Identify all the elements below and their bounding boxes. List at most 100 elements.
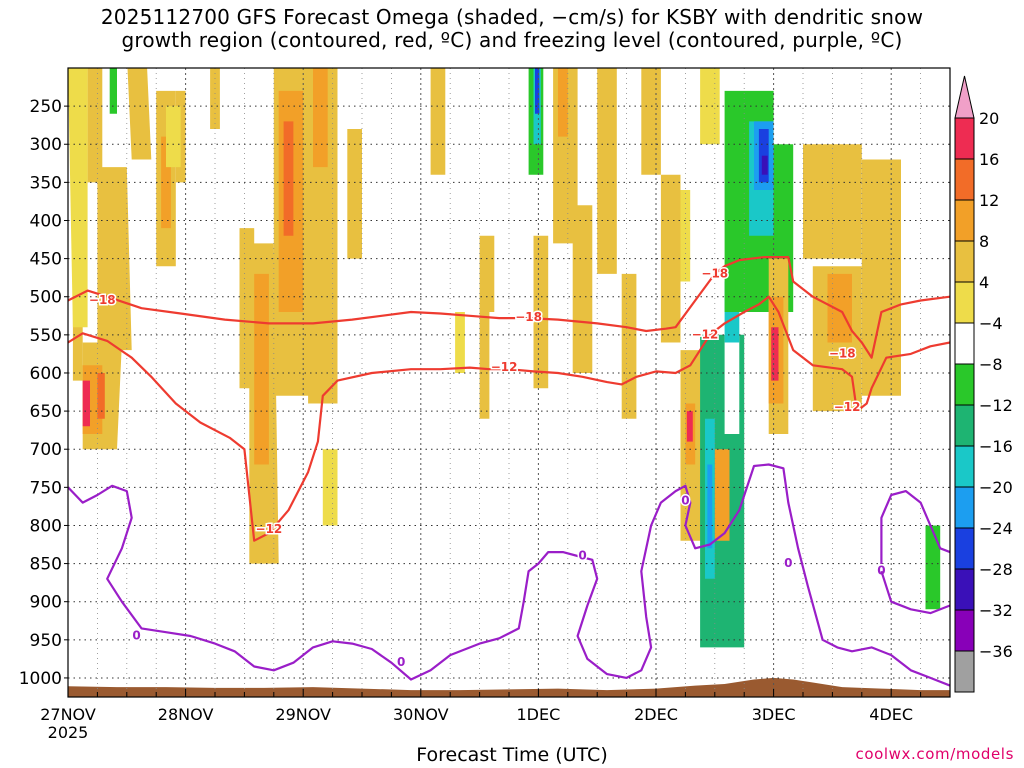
contour-lines: −18 −18 −18 −18 −12 −12 −12 −12 0 0 0 0 0 0 xyxy=(68,256,950,687)
colorbar-label-9: −20 xyxy=(979,478,1013,497)
x-tick-label-4: 1DEC xyxy=(517,705,561,724)
y-tick-label-900: 900 xyxy=(30,593,62,613)
colorbar-box-1 xyxy=(954,158,975,201)
omega-region-66 xyxy=(803,144,862,259)
colorbar-label-0: 20 xyxy=(979,109,999,128)
y-tick-label-800: 800 xyxy=(30,516,62,536)
omega-region-39 xyxy=(572,205,593,373)
y-tick-label-350: 350 xyxy=(30,173,62,193)
colorbar-label-11: −28 xyxy=(979,560,1013,579)
colorbar-label-6: −8 xyxy=(979,355,1003,374)
y-tick-label-650: 650 xyxy=(30,402,62,422)
omega-region-6 xyxy=(97,373,105,419)
x-tick-label-0: 27NOV xyxy=(40,705,96,724)
colorbar-box-12 xyxy=(954,609,975,652)
omega-region-47 xyxy=(686,411,693,442)
colorbar-label-13: −36 xyxy=(979,642,1013,661)
contour-label-2-4: 0 xyxy=(784,556,792,570)
omega-region-48 xyxy=(690,144,710,335)
omega-region-30 xyxy=(455,312,465,373)
y-tick-label-300: 300 xyxy=(30,135,62,155)
x-tick-label-5: 2DEC xyxy=(634,705,678,724)
colorbar-label-4: 4 xyxy=(979,273,989,292)
omega-region-9 xyxy=(109,68,117,114)
colorbar-label-10: −24 xyxy=(979,519,1013,538)
x-tick-label-7: 4DEC xyxy=(869,705,913,724)
x-tick-label-2: 29NOV xyxy=(275,705,331,724)
contour-line-4 xyxy=(880,570,950,615)
contour-label-0-0: −18 xyxy=(89,293,116,307)
colorbar-label-7: −12 xyxy=(979,396,1013,415)
omega-region-3 xyxy=(97,167,132,351)
contour-label-2-3: 0 xyxy=(681,494,689,508)
colorbar-label-1: 16 xyxy=(979,150,999,169)
omega-region-74 xyxy=(925,525,941,610)
x-tick-sublabel-0: 2025 xyxy=(48,723,89,742)
omega-region-31 xyxy=(489,312,505,450)
contour-label-0-2: −18 xyxy=(701,266,728,280)
omega-region-7 xyxy=(68,68,88,328)
y-tick-label-850: 850 xyxy=(30,555,62,575)
omega-region-1 xyxy=(87,68,103,183)
omega-region-43 xyxy=(660,174,681,343)
omega-region-44 xyxy=(680,190,691,282)
contour-line-0 xyxy=(68,256,950,359)
omega-region-10 xyxy=(127,68,152,160)
omega-region-68 xyxy=(827,273,852,343)
contour-label-2-1: 0 xyxy=(397,655,405,669)
colorbar-box-9 xyxy=(954,486,975,529)
omega-region-53 xyxy=(714,449,730,541)
colorbar-box-5 xyxy=(954,322,975,365)
omega-region-65 xyxy=(771,327,779,381)
colorbar-label-8: −16 xyxy=(979,437,1013,456)
chart-title-line-2: growth region (contoured, red, ºC) and f… xyxy=(121,28,903,52)
chart-title: 2025112700 GFS Forecast Omega (shaded, −… xyxy=(0,6,1024,52)
omega-region-27 xyxy=(347,129,362,259)
omega-region-28 xyxy=(430,68,446,175)
colorbar-box-6 xyxy=(954,363,975,406)
colorbar-label-12: −32 xyxy=(979,601,1013,620)
omega-region-71 xyxy=(861,159,901,396)
colorbar-box-4 xyxy=(954,281,975,324)
y-tick-label-400: 400 xyxy=(30,211,62,231)
omega-shading xyxy=(68,68,950,656)
colorbar-top-triangle xyxy=(954,75,975,119)
omega-region-62 xyxy=(773,68,803,145)
x-tick-label-3: 30NOV xyxy=(393,705,449,724)
colorbar-legend: 20 16 12 8 4 −4 −8 −12 −16 −20 −24 −28 −32 −36 xyxy=(954,75,1013,693)
contour-label-1-3: −12 xyxy=(834,400,861,414)
y-tick-label-450: 450 xyxy=(30,250,62,270)
omega-region-38 xyxy=(558,68,568,137)
contour-label-0-3: −18 xyxy=(829,346,856,360)
contour-line-2 xyxy=(68,463,950,687)
y-tick-label-700: 700 xyxy=(30,440,62,460)
omega-region-14 xyxy=(210,68,220,129)
contour-label-3-0: 0 xyxy=(877,564,885,578)
colorbar-box-3 xyxy=(954,240,975,283)
omega-region-52 xyxy=(707,464,713,549)
colorbar-box-2 xyxy=(954,199,975,242)
omega-region-15 xyxy=(166,106,181,168)
contour-label-2-2: 0 xyxy=(578,549,586,563)
contour-line-1 xyxy=(68,295,950,542)
y-tick-label-500: 500 xyxy=(30,288,62,308)
x-axis-title: Forecast Time (UTC) xyxy=(416,744,608,766)
y-tick-label-750: 750 xyxy=(30,478,62,498)
colorbar-box-13 xyxy=(954,650,975,693)
colorbar-box-10 xyxy=(954,527,975,570)
y-tick-label-550: 550 xyxy=(30,326,62,346)
y-tick-label-250: 250 xyxy=(30,97,62,117)
contour-label-1-2: −12 xyxy=(692,327,719,341)
colorbar-box-8 xyxy=(954,445,975,488)
x-tick-label-1: 28NOV xyxy=(158,705,214,724)
omega-region-49 xyxy=(700,68,720,145)
colorbar-box-0 xyxy=(954,117,975,160)
omega-region-20 xyxy=(254,273,269,465)
contour-line-3 xyxy=(880,490,950,572)
grid-lines xyxy=(68,68,950,697)
omega-region-23 xyxy=(283,121,294,236)
credit-link[interactable]: coolwx.com/models xyxy=(855,745,1014,763)
omega-region-5 xyxy=(82,380,90,427)
